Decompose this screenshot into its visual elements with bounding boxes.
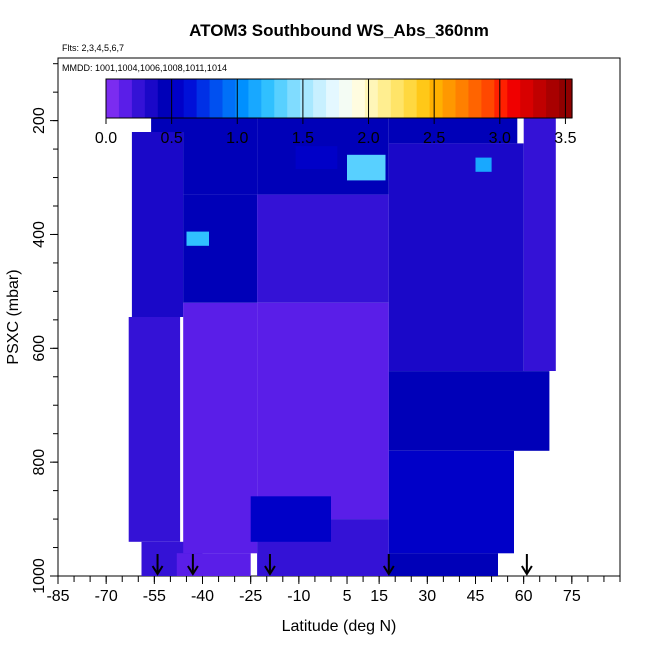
- colorbar-band-3: [144, 79, 159, 118]
- colorbar-band-15: [300, 79, 314, 118]
- flight-arrow-4: [521, 554, 533, 576]
- colorbar-band-25: [429, 79, 444, 118]
- y-axis: 200 400 600 800 1000: [31, 63, 58, 594]
- y-tick-label-3: 800: [31, 449, 48, 476]
- x-tick-label-9: 45: [467, 588, 485, 605]
- heatmap-cell-9: [257, 194, 389, 303]
- colorbar-band-9: [222, 79, 237, 118]
- x-tick-label-10: 60: [515, 588, 533, 605]
- heatmap-cell-17: [523, 103, 556, 371]
- colorbar-band-21: [377, 79, 392, 118]
- x-axis: -85 -70 -55 -40 -25 -10 5 15 30 45 60 75: [46, 576, 621, 605]
- colorbar-band-27: [455, 79, 470, 118]
- colorbar-band-28: [468, 79, 482, 118]
- colorbar-band-18: [339, 79, 353, 118]
- heatmap-cell-18: [186, 231, 209, 246]
- colorbar-band-33: [533, 79, 547, 118]
- heatmap-layer: [128, 103, 556, 576]
- colorbar-tick-label-4: 2.0: [357, 130, 379, 147]
- heatmap-cell-1: [128, 317, 181, 542]
- colorbar-band-5: [170, 79, 185, 118]
- y-tick-label-4: 1000: [31, 558, 48, 594]
- heatmap-cell-6: [183, 302, 258, 554]
- x-tick-label-1: -70: [95, 588, 118, 605]
- colorbar-band-31: [507, 79, 521, 118]
- x-tick-label-8: 30: [418, 588, 436, 605]
- colorbar-tick-label-6: 3.0: [489, 130, 511, 147]
- heatmap-cell-10: [257, 302, 389, 520]
- x-tick-label-11: 75: [563, 588, 581, 605]
- flights-label: Flts: 2,3,4,5,6,7: [62, 43, 124, 53]
- y-axis-label: PSXC (mbar): [5, 269, 22, 364]
- colorbar-tick-label-1: 0.5: [161, 130, 183, 147]
- colorbar-band-17: [326, 79, 340, 118]
- y-tick-label-2: 600: [31, 335, 48, 362]
- x-tick-label-2: -55: [143, 588, 166, 605]
- heatmap-cell-14: [388, 371, 550, 451]
- colorbar: 0.0 0.5 1.0 1.5 2.0 2.5 3.0 3.5: [95, 78, 577, 147]
- colorbar-band-26: [442, 79, 457, 118]
- colorbar-band-4: [157, 79, 172, 118]
- colorbar-band-22: [390, 79, 405, 118]
- heatmap-cell-7: [176, 553, 251, 576]
- heatmap-cell-4: [183, 106, 258, 195]
- heatmap-cell-21: [295, 146, 338, 169]
- arrows-layer: [151, 554, 533, 576]
- colorbar-band-8: [209, 79, 224, 118]
- colorbar-band-29: [481, 79, 495, 118]
- flight-arrow-1: [187, 554, 199, 576]
- mmdd-label: MMDD: 1001,1004,1006,1008,1011,1014: [62, 63, 227, 73]
- y-tick-label-0: 200: [31, 107, 48, 134]
- colorbar-band-16: [313, 79, 327, 118]
- heatmap-cell-22: [250, 496, 331, 542]
- x-tick-label-7: 15: [370, 588, 388, 605]
- colorbar-band-34: [546, 79, 560, 118]
- colorbar-tick-label-0: 0.0: [95, 130, 117, 147]
- colorbar-tick-label-5: 2.5: [423, 130, 445, 147]
- colorbar-band-2: [131, 79, 146, 118]
- heatmap-cell-13: [388, 143, 524, 372]
- colorbar-band-7: [196, 79, 211, 118]
- heatmap-cell-16: [388, 553, 498, 576]
- flight-arrow-2: [264, 554, 276, 576]
- colorbar-band-30: [494, 79, 508, 118]
- heatmap-cell-0: [131, 132, 184, 317]
- colorbar-tick-label-7: 3.5: [554, 130, 576, 147]
- heatmap-cell-15: [388, 450, 514, 554]
- x-tick-label-5: -10: [287, 588, 310, 605]
- colorbar-band-6: [183, 79, 198, 118]
- colorbar-band-11: [248, 79, 262, 118]
- heatmap-cell-20: [475, 157, 492, 172]
- chart-title: ATOM3 Southbound WS_Abs_360nm: [189, 21, 489, 40]
- colorbar-band-19: [351, 79, 366, 118]
- x-tick-label-6: 5: [343, 588, 352, 605]
- colorbar-tick-label-3: 1.5: [292, 130, 314, 147]
- x-tick-label-0: -85: [46, 588, 69, 605]
- colorbar-band-24: [416, 79, 431, 118]
- colorbar-band-32: [520, 79, 534, 118]
- heatmap-cell-5: [183, 194, 258, 303]
- y-tick-label-1: 400: [31, 221, 48, 248]
- x-tick-label-3: -40: [191, 588, 214, 605]
- flight-arrow-0: [151, 554, 164, 576]
- colorbar-band-13: [274, 79, 288, 118]
- colorbar-band-0: [106, 79, 120, 118]
- colorbar-band-14: [287, 79, 301, 118]
- x-axis-label: Latitude (deg N): [282, 618, 397, 635]
- colorbar-band-12: [261, 79, 275, 118]
- colorbar-band-10: [235, 79, 249, 118]
- x-tick-label-4: -25: [239, 588, 262, 605]
- heatmap-cell-19: [347, 154, 386, 181]
- colorbar-band-1: [118, 79, 133, 118]
- flight-arrow-3: [382, 554, 395, 576]
- colorbar-band-20: [364, 79, 379, 118]
- colorbar-tick-label-2: 1.0: [226, 130, 248, 147]
- colorbar-band-23: [403, 79, 418, 118]
